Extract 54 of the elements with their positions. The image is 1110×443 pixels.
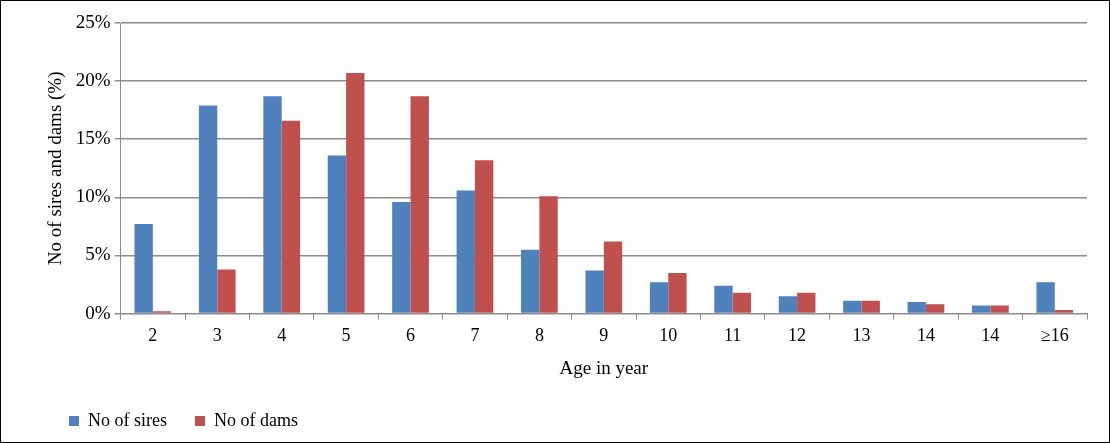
bar [263,96,282,313]
x-tick-label: 13 [852,325,871,346]
bar [861,300,880,313]
bar [907,301,926,313]
y-tick-label: 5% [85,243,111,265]
legend-label: No of dams [213,409,298,430]
bar [456,190,475,313]
x-tick-label: 5 [341,325,351,346]
y-tick-label: 10% [75,185,111,207]
bar [714,285,733,313]
x-tick-label: 14 [981,325,1000,346]
bar [925,304,945,313]
bar [649,282,669,313]
bar [585,270,604,313]
bar [134,224,153,313]
bar [990,305,1009,313]
bar [1054,310,1074,313]
x-tick-label: 12 [788,325,807,346]
y-tick-label: 25% [75,10,111,32]
x-tick-label: 8 [534,325,544,346]
y-axis-title: No of sires and dams (%) [44,71,67,266]
x-tick-label: 3 [212,325,222,346]
bar [972,305,991,313]
x-tick-label: ≥16 [1040,325,1069,346]
bar [521,249,540,313]
x-axis-title: Age in year [559,356,649,378]
bar [797,292,816,313]
x-tick-label: 11 [723,325,742,346]
bar [198,105,218,313]
bar [843,300,862,313]
x-tick-label: 2 [148,325,158,346]
x-tick-label: 9 [599,325,609,346]
x-tick-label: 7 [470,325,480,346]
y-tick-label: 20% [75,69,111,91]
legend-label: No of sires [88,409,167,430]
y-tick-label: 15% [75,127,111,149]
bar [539,196,558,313]
bar [1036,282,1055,313]
bar [474,160,494,313]
bar [778,296,798,313]
bar [281,120,301,313]
bar [668,272,687,313]
bar [217,269,236,313]
x-tick-label: 4 [277,325,287,346]
x-tick-label: 6 [406,325,416,346]
bar [732,292,752,313]
x-tick-label: 10 [659,325,678,346]
bar [346,72,365,313]
bar [603,241,623,313]
bar [392,202,411,313]
bar [327,155,347,313]
bar [410,96,429,313]
x-tick-label: 14 [916,325,935,346]
y-tick-label: 0% [85,301,111,323]
